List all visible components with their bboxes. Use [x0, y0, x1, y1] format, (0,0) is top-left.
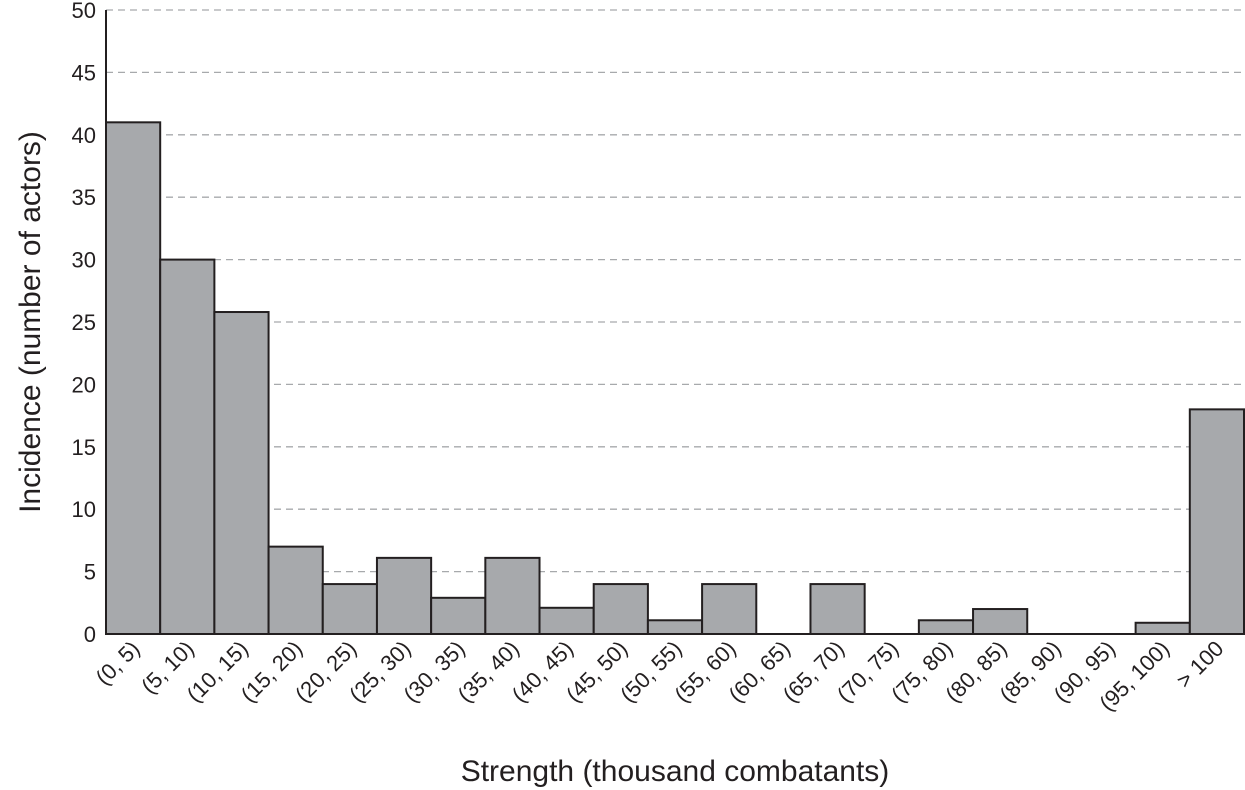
bar — [1188, 408, 1245, 635]
y-axis-tick-labels: 0 5 10 15 20 25 30 35 40 45 50 — [72, 0, 96, 647]
bar — [105, 121, 162, 635]
y-tick-label: 40 — [72, 123, 96, 148]
bar — [267, 545, 324, 636]
bar — [484, 556, 541, 636]
y-tick-label: 15 — [72, 435, 96, 460]
bars — [105, 121, 1245, 636]
bar — [159, 258, 216, 635]
bar — [646, 619, 704, 635]
bar — [809, 583, 866, 636]
bar — [1134, 621, 1191, 636]
y-tick-label: 25 — [72, 310, 96, 335]
x-axis-title: Strength (thousand combatants) — [461, 755, 890, 788]
gridlines — [106, 9, 1244, 573]
bar — [592, 583, 649, 636]
bar — [430, 596, 487, 635]
bar — [917, 619, 975, 635]
y-tick-label: 20 — [72, 372, 96, 397]
bar — [972, 608, 1029, 635]
y-tick-label: 50 — [72, 0, 96, 23]
bar — [538, 606, 595, 635]
y-tick-label: 30 — [72, 248, 96, 273]
bar — [701, 583, 758, 636]
bar — [375, 556, 433, 636]
x-axis-tick-labels: (0, 5)(5, 10)(10, 15)(15, 20)(20, 25)(25… — [91, 636, 1229, 716]
y-tick-label: 10 — [72, 497, 96, 522]
y-axis-title: Incidence (number of actors) — [14, 131, 47, 513]
bar — [213, 311, 270, 635]
bar — [321, 583, 378, 636]
y-tick-label: 35 — [72, 185, 96, 210]
y-tick-label: 0 — [84, 622, 96, 647]
y-tick-label: 45 — [72, 60, 96, 85]
x-tick-label: > 100 — [1171, 636, 1228, 693]
y-tick-label: 5 — [84, 560, 96, 585]
